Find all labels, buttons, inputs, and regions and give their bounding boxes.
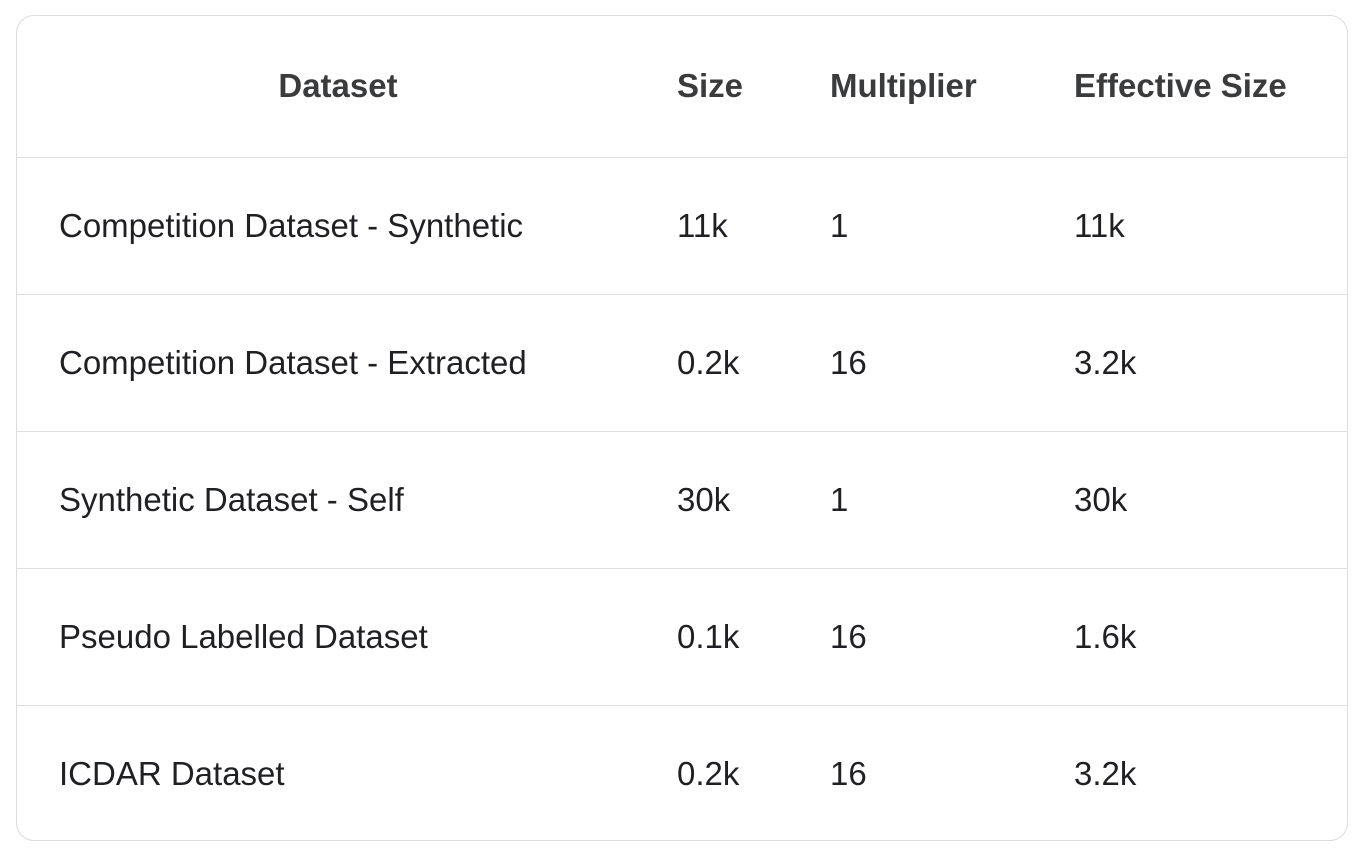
- header-size: Size: [659, 16, 813, 158]
- effective-size-cell: 3.2k: [1056, 294, 1347, 432]
- size-cell: 11k: [659, 157, 813, 295]
- header-dataset: Dataset: [17, 16, 659, 158]
- dataset-table-card: Dataset Size Multiplier Effective Size C…: [16, 15, 1348, 841]
- multiplier-cell: 16: [813, 568, 1056, 706]
- table-body: Competition Dataset - Synthetic 11k 1 11…: [17, 157, 1347, 840]
- effective-size-cell: 30k: [1056, 431, 1347, 569]
- header-multiplier: Multiplier: [813, 16, 1056, 158]
- size-cell: 30k: [659, 431, 813, 569]
- table-row: Competition Dataset - Extracted 0.2k 16 …: [17, 294, 1347, 432]
- header-row: Dataset Size Multiplier Effective Size: [17, 16, 1347, 158]
- multiplier-cell: 1: [813, 157, 1056, 295]
- dataset-cell: Synthetic Dataset - Self: [17, 431, 659, 569]
- table-row: Competition Dataset - Synthetic 11k 1 11…: [17, 157, 1347, 295]
- size-cell: 0.2k: [677, 754, 740, 792]
- dataset-cell: Pseudo Labelled Dataset: [17, 568, 659, 706]
- multiplier-cell: 16: [830, 754, 867, 792]
- dataset-cell: ICDAR Dataset: [59, 754, 285, 792]
- table-row: ICDAR Dataset 0.2k 16 3.2k: [17, 705, 1347, 840]
- table-row: Synthetic Dataset - Self 30k 1 30k: [17, 431, 1347, 569]
- multiplier-cell: 1: [813, 431, 1056, 569]
- header-effective-size: Effective Size: [1056, 16, 1347, 158]
- table-row: Pseudo Labelled Dataset 0.1k 16 1.6k: [17, 568, 1347, 706]
- effective-size-cell: 1.6k: [1056, 568, 1347, 706]
- table-header: Dataset Size Multiplier Effective Size: [17, 16, 1347, 158]
- effective-size-cell: 3.2k: [1074, 754, 1137, 792]
- multiplier-cell: 16: [813, 294, 1056, 432]
- size-cell: 0.2k: [659, 294, 813, 432]
- dataset-table: Dataset Size Multiplier Effective Size C…: [17, 16, 1347, 840]
- effective-size-cell: 11k: [1056, 157, 1347, 295]
- dataset-cell: Competition Dataset - Extracted: [17, 294, 659, 432]
- size-cell: 0.1k: [659, 568, 813, 706]
- dataset-cell: Competition Dataset - Synthetic: [17, 157, 659, 295]
